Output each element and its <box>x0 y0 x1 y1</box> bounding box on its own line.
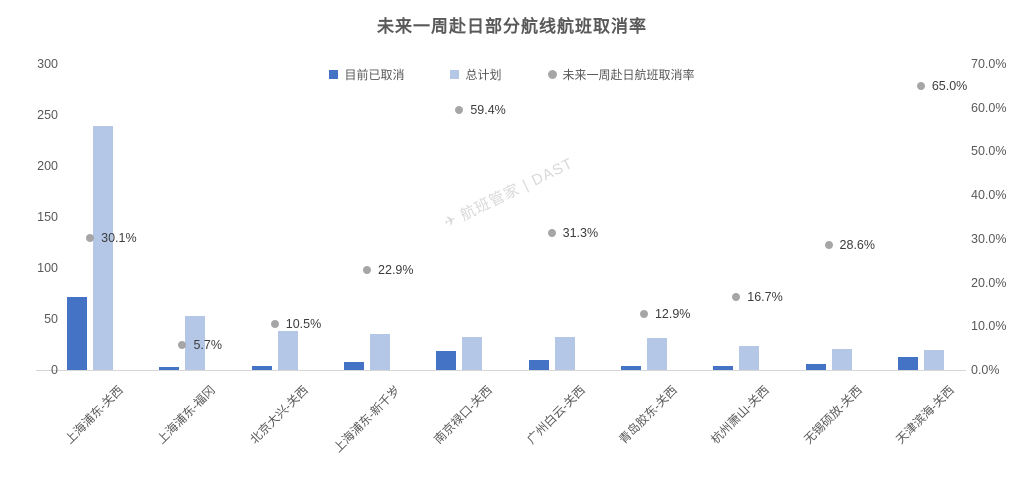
watermark: ✈ 航班管家 | DAST <box>441 152 577 233</box>
legend: 目前已取消 总计划 未来一周赴日航班取消率 <box>0 66 1024 83</box>
legend-item-planned: 总计划 <box>450 66 502 83</box>
bar-cancelled <box>528 359 549 370</box>
legend-marker-rate <box>547 70 557 79</box>
legend-item-cancelled: 目前已取消 <box>329 66 404 83</box>
left-axis-tick: 150 <box>37 210 58 224</box>
rate-label: 65.0% <box>931 78 968 93</box>
right-axis-tick: 0.0% <box>971 363 1000 377</box>
bar-cancelled <box>436 350 457 370</box>
left-axis-tick: 100 <box>37 261 58 275</box>
rate-dot <box>824 240 833 249</box>
legend-label: 目前已取消 <box>344 68 405 82</box>
rate-label: 31.3% <box>562 226 599 241</box>
bar-cancelled <box>620 365 641 370</box>
legend-marker-planned <box>450 70 460 79</box>
bar-cancelled <box>713 365 734 370</box>
watermark-text: 航班管家 | DAST <box>457 154 577 225</box>
rate-label: 5.7% <box>193 338 222 353</box>
left-axis-tick: 200 <box>37 159 58 173</box>
bar-planned <box>646 338 667 370</box>
rate-dot <box>639 309 648 318</box>
bar-planned <box>739 345 760 370</box>
bar-cancelled <box>897 356 918 370</box>
rate-dot <box>178 341 187 350</box>
x-axis-line <box>36 370 966 371</box>
right-axis-tick: 70.0% <box>971 57 1007 71</box>
rate-dot <box>455 106 464 115</box>
right-axis-tick: 10.0% <box>971 319 1007 334</box>
bar-cancelled <box>159 366 180 370</box>
legend-marker-cancelled <box>329 70 339 79</box>
right-axis-tick: 30.0% <box>971 231 1007 246</box>
rate-label: 16.7% <box>747 289 783 304</box>
bar-cancelled <box>67 296 88 370</box>
legend-label: 未来一周赴日航班取消率 <box>562 68 695 82</box>
bar-planned <box>370 334 391 370</box>
right-axis-tick: 20.0% <box>971 275 1007 290</box>
bar-cancelled <box>251 365 272 370</box>
right-axis-tick: 50.0% <box>971 144 1007 159</box>
chart-title: 未来一周赴日部分航线航班取消率 <box>377 17 647 36</box>
left-axis-tick: 50 <box>44 312 58 326</box>
rate-label: 28.6% <box>839 237 875 252</box>
rate-label: 22.9% <box>378 262 414 277</box>
bar-cancelled <box>805 363 826 370</box>
right-axis-tick: 40.0% <box>971 188 1007 203</box>
right-axis-tick: 60.0% <box>971 100 1007 115</box>
rate-label: 10.5% <box>285 317 322 332</box>
plane-icon: ✈ <box>441 210 460 231</box>
rate-dot <box>363 265 372 274</box>
bar-planned <box>554 337 575 370</box>
legend-item-rate: 未来一周赴日航班取消率 <box>547 66 695 83</box>
left-axis-tick: 0 <box>51 363 58 377</box>
rate-label: 59.4% <box>470 103 506 118</box>
rate-dot <box>86 234 95 243</box>
bar-planned <box>277 331 298 370</box>
rate-dot <box>732 292 741 301</box>
bar-planned <box>93 126 114 370</box>
rate-dot <box>916 81 925 90</box>
rate-label: 12.9% <box>654 306 691 321</box>
rate-dot <box>547 229 556 238</box>
bar-planned <box>923 349 944 370</box>
bar-planned <box>185 315 206 370</box>
left-axis-tick: 300 <box>37 57 58 71</box>
left-axis-tick: 250 <box>37 108 58 122</box>
legend-label: 总计划 <box>465 68 502 82</box>
bar-cancelled <box>344 361 365 370</box>
rate-label: 30.1% <box>101 231 137 246</box>
bar-planned <box>831 348 852 370</box>
bar-planned <box>462 337 483 370</box>
rate-dot <box>270 320 279 329</box>
